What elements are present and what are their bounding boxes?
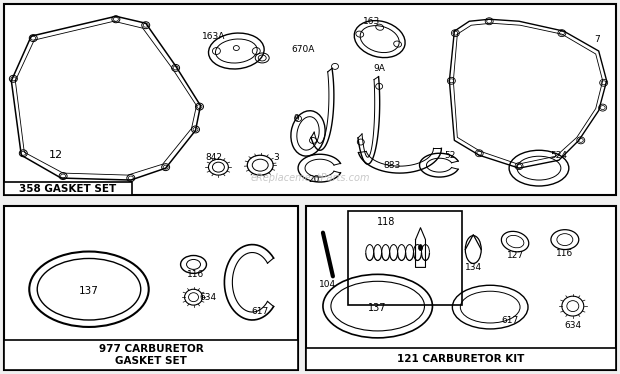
Text: 163: 163 (363, 17, 380, 26)
Bar (306, 206, 616, 370)
Bar (306, 348, 616, 370)
Text: 104: 104 (319, 280, 337, 289)
Bar (4, 340, 298, 370)
Text: 617: 617 (252, 307, 269, 316)
Bar (4, 4, 616, 195)
Bar (348, 211, 463, 305)
Text: 134: 134 (465, 263, 482, 272)
Text: 121 CARBURETOR KIT: 121 CARBURETOR KIT (397, 354, 525, 364)
Text: 7: 7 (594, 35, 600, 44)
Text: eReplacementParts.com: eReplacementParts.com (250, 173, 370, 183)
Text: 9: 9 (293, 114, 299, 123)
Text: 137: 137 (79, 286, 99, 296)
Text: 116: 116 (556, 249, 574, 258)
Text: 842: 842 (205, 153, 222, 162)
Text: 634: 634 (199, 293, 216, 302)
Bar (4, 182, 132, 195)
Text: 116: 116 (187, 270, 204, 279)
Bar (4, 206, 298, 370)
Ellipse shape (216, 39, 257, 63)
Text: 617: 617 (502, 316, 519, 325)
Text: 137: 137 (368, 303, 387, 313)
Text: 977 CARBURETOR
GASKET SET: 977 CARBURETOR GASKET SET (99, 344, 203, 365)
Text: 634: 634 (564, 322, 582, 331)
Text: 524: 524 (551, 151, 567, 160)
Text: 358 GASKET SET: 358 GASKET SET (19, 184, 117, 194)
Text: 127: 127 (507, 251, 524, 260)
Text: 163A: 163A (202, 32, 225, 41)
Ellipse shape (418, 245, 422, 251)
Text: 52: 52 (445, 151, 456, 160)
Text: 883: 883 (383, 161, 401, 170)
Text: 670A: 670A (291, 45, 315, 53)
Text: 12: 12 (49, 150, 63, 160)
Text: 9A: 9A (374, 64, 386, 73)
Text: 3: 3 (273, 153, 279, 162)
Text: 118: 118 (376, 217, 395, 227)
Text: 20: 20 (308, 175, 320, 184)
